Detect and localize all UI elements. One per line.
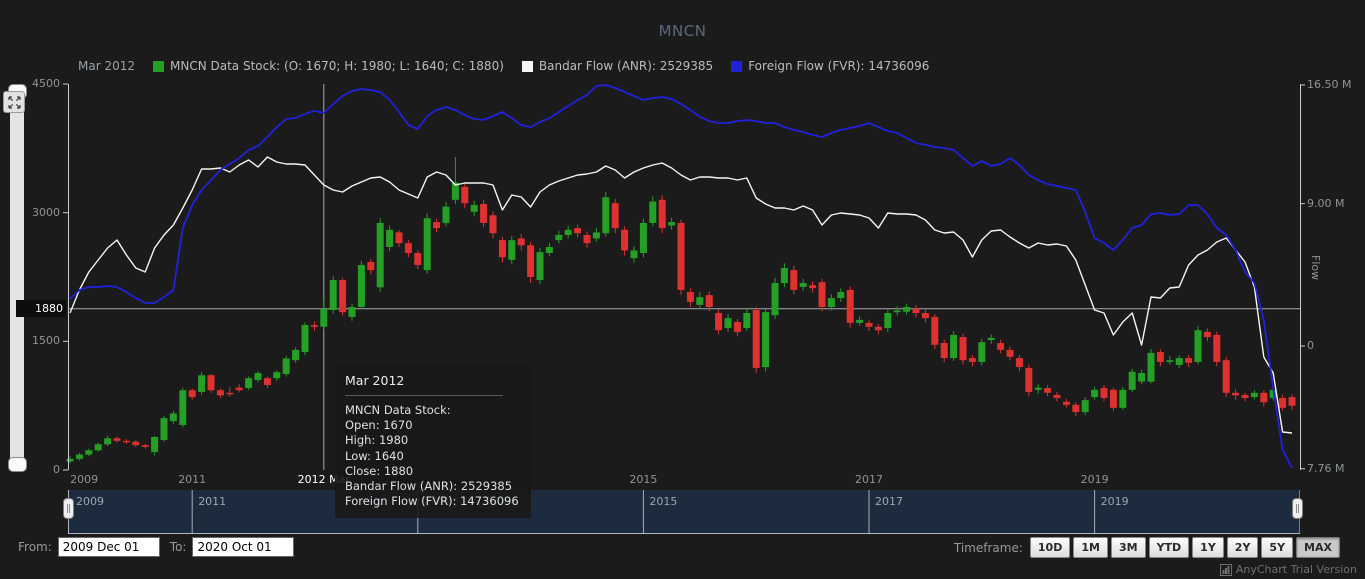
- legend-item-stock: MNCN Data Stock: (O: 1670; H: 1980; L: 1…: [153, 59, 504, 73]
- tooltip-line: Open: 1670: [345, 418, 413, 433]
- tooltip-line: Low: 1640: [345, 448, 404, 463]
- timeframe-button-2y[interactable]: 2Y: [1226, 537, 1259, 558]
- flow-axis-title: Flow: [1309, 255, 1322, 281]
- legend-item-foreign: Foreign Flow (FVR): 14736096: [731, 59, 929, 73]
- y-axis-tick-label: 4500: [32, 77, 60, 90]
- foreign-series-swatch: [731, 60, 743, 72]
- legend-date: Mar 2012: [78, 59, 135, 73]
- flow-axis-tick-label: 7.76 M: [1307, 461, 1345, 475]
- tooltip: Mar 2012 MNCN Data Stock: Open: 1670 High:…: [335, 365, 531, 519]
- stock-series-swatch: [153, 60, 164, 72]
- timeframe-button-ytd[interactable]: YTD: [1148, 537, 1190, 558]
- legend: Mar 2012 MNCN Data Stock: (O: 1670; H: 1…: [78, 59, 929, 73]
- navigator-year-label: 2011: [198, 495, 227, 508]
- to-date-input[interactable]: [192, 537, 295, 557]
- x-axis-tick-label: 2017: [855, 473, 883, 486]
- page-title: MNCN: [658, 22, 707, 40]
- tooltip-line: High: 1980: [345, 433, 409, 448]
- tooltip-title: Mar 2012: [345, 373, 405, 388]
- tooltip-line: Close: 1880: [345, 463, 414, 478]
- legend-item-bandar: Bandar Flow (ANR): 2529385: [521, 59, 714, 73]
- navigator-year-label: 2009: [76, 495, 104, 508]
- timeframe-button-1y[interactable]: 1Y: [1192, 537, 1224, 558]
- x-axis-tick-label: 2009: [70, 473, 99, 486]
- scrollbar-bottom-handle[interactable]: [8, 457, 27, 472]
- tooltip-body: MNCN Data Stock: Open: 1670 High: 1980 Low:…: [345, 403, 519, 509]
- date-range-group: From: To:: [18, 537, 295, 557]
- from-date-input[interactable]: [57, 537, 160, 557]
- timeframe-button-5y[interactable]: 5Y: [1261, 537, 1294, 558]
- navigator-year-label: 2019: [1100, 495, 1129, 508]
- bandar-series-swatch: [521, 60, 533, 72]
- timeframe-button-1m[interactable]: 1M: [1073, 537, 1108, 558]
- watermark: AnyChart Trial Version: [1219, 563, 1357, 576]
- vertical-scrollbar[interactable]: [10, 84, 24, 470]
- expand-arrows-icon: [7, 95, 21, 109]
- to-label: To:: [169, 540, 187, 554]
- navigator-left-thumb[interactable]: [63, 498, 74, 519]
- navigator-right-thumb[interactable]: [1292, 498, 1303, 519]
- tooltip-line: MNCN Data Stock:: [345, 403, 451, 417]
- y-axis-tick-label: 0: [53, 463, 60, 476]
- tooltip-line: Bandar Flow (ANR): 2529385: [345, 478, 513, 493]
- x-axis-tick-label: 2011: [178, 473, 207, 486]
- timeframe-button-3m[interactable]: 3M: [1110, 537, 1146, 558]
- timeframe-group: Timeframe: 10D 1M 3M YTD 1Y 2Y 5Y MAX: [954, 537, 1340, 558]
- tooltip-separator: [345, 395, 503, 396]
- y-axis-tick-label: 1500: [32, 334, 60, 348]
- legend-item-label: Foreign Flow (FVR): 14736096: [748, 59, 930, 73]
- tooltip-line: Foreign Flow (FVR): 14736096: [345, 494, 519, 509]
- x-axis-tick-label: 2015: [629, 473, 658, 486]
- timeframe-button-10d[interactable]: 10D: [1029, 537, 1071, 558]
- zoom-fit-button[interactable]: [3, 91, 25, 113]
- watermark-text: AnyChart Trial Version: [1235, 563, 1357, 576]
- from-label: From:: [18, 540, 52, 554]
- navigator-year-label: 2017: [875, 495, 903, 508]
- timeframe-buttons: 10D 1M 3M YTD 1Y 2Y 5Y MAX: [1029, 537, 1340, 558]
- legend-item-label: MNCN Data Stock: (O: 1670; H: 1980; L: 1…: [170, 59, 504, 73]
- x-axis-tick-label: 2019: [1080, 473, 1109, 486]
- crosshair-price-label: 1880: [16, 299, 66, 317]
- navigator-year-label: 2015: [649, 495, 678, 508]
- timeframe-button-max[interactable]: MAX: [1296, 537, 1340, 558]
- flow-axis-tick-label: 0: [1307, 338, 1314, 352]
- legend-item-label: Bandar Flow (ANR): 2529385: [538, 59, 714, 73]
- timeframe-label: Timeframe:: [953, 540, 1023, 555]
- flow-axis-tick-label: 9.00 M: [1307, 196, 1345, 210]
- y-axis-tick-label: 3000: [32, 205, 60, 219]
- chart-logo-icon: [1219, 563, 1232, 576]
- flow-axis-tick-label: 16.50 M: [1307, 77, 1352, 91]
